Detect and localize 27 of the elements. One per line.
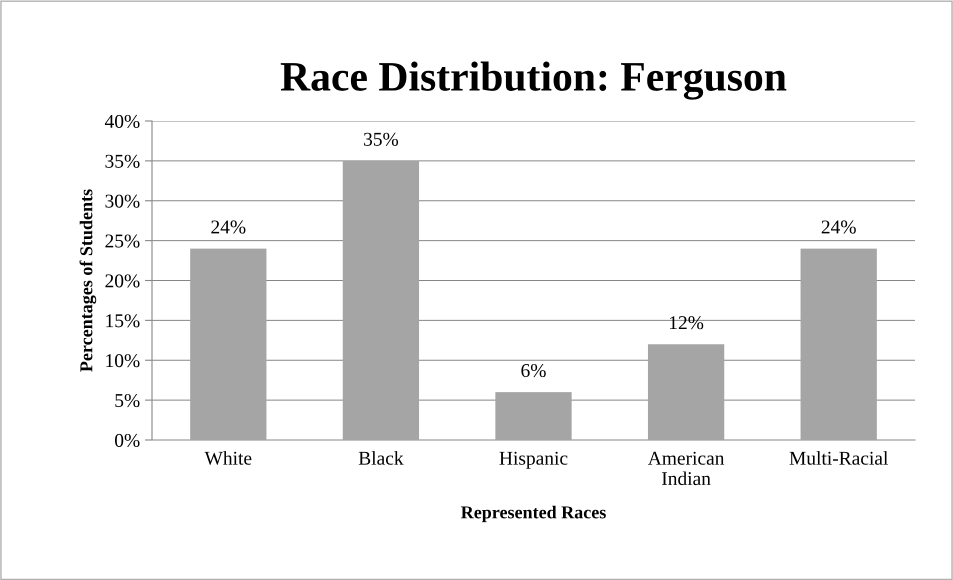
data-label: 24% [822,220,856,234]
y-tick-label: 10% [106,354,140,368]
data-label: 6% [521,364,546,378]
bar [342,160,420,440]
x-tick-label: Black [358,451,404,465]
bar [800,248,877,440]
y-tick-label: 20% [105,274,140,288]
bar [190,248,266,440]
y-tick-label: 25% [105,234,140,248]
data-label: 12% [670,316,704,330]
x-axis-title: Represented Races [461,506,606,522]
y-axis-title: Percentages of Students [80,189,96,372]
y-tick-label: 30% [105,194,140,208]
data-label: 35% [364,132,398,146]
y-tick-label: 35% [105,154,140,168]
x-tick-label: Multi-Racial [790,451,888,465]
x-tick-label: American Indian [648,452,724,486]
chart-title: Race Distribution: Ferguson [280,62,786,100]
x-tick-label: White [204,451,252,465]
bar [648,344,724,440]
x-tick-label: Hispanic [500,452,568,469]
y-tick-label: 0% [115,434,140,447]
bar [495,392,572,440]
y-tick-label: 15% [106,314,140,328]
y-tick-label: 40% [104,114,140,128]
data-label: 24% [211,220,246,234]
y-tick-label: 5% [115,394,140,408]
